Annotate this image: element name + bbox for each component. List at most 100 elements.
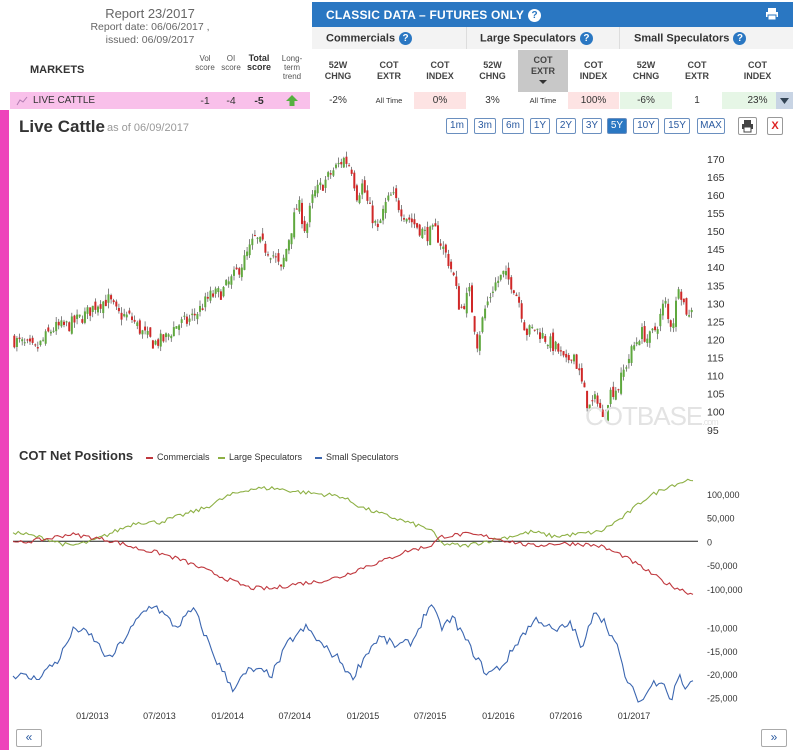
cot-lower-y-tick: -15,000 [707, 647, 738, 657]
column-header[interactable]: COT EXTR [518, 50, 568, 92]
candle-body [460, 306, 463, 308]
scroll-left-button[interactable]: « [16, 729, 42, 747]
candle-body [68, 322, 71, 332]
candle-body [502, 270, 505, 275]
candle-body [601, 409, 604, 417]
market-name[interactable]: LIVE CATTLE [33, 95, 96, 106]
candle-body [251, 238, 254, 246]
candle-body [29, 338, 31, 342]
cot-x-tick: 07/2016 [550, 711, 583, 721]
column-header-line2: EXTR [376, 71, 401, 81]
market-row[interactable] [10, 92, 310, 109]
column-header[interactable]: 52W CHNG [312, 50, 364, 92]
chart-close-button[interactable]: X [767, 117, 783, 135]
candle-body [146, 330, 149, 335]
caret-down-icon [780, 98, 789, 104]
candle-body [298, 199, 301, 212]
range-button-3y[interactable]: 3Y [582, 118, 602, 134]
range-button-5y[interactable]: 5Y [607, 118, 627, 134]
candle-body [591, 400, 594, 402]
column-header[interactable]: 52W CHNG [620, 50, 672, 92]
column-header[interactable]: COT INDEX [568, 50, 619, 92]
trend-header[interactable]: Long-term trend [281, 54, 303, 81]
candle-body [593, 394, 596, 399]
candle-body [353, 172, 356, 189]
column-header[interactable]: COT EXTR [364, 50, 414, 92]
column-header[interactable]: COT INDEX [722, 50, 793, 92]
cot-upper-y-tick: 0 [707, 537, 712, 547]
price-y-tick: 120 [707, 334, 725, 346]
range-button-1m[interactable]: 1m [446, 118, 468, 134]
range-button-15y[interactable]: 15Y [664, 118, 690, 134]
price-y-tick: 160 [707, 190, 725, 202]
candle-body [329, 173, 332, 175]
row-dropdown-button[interactable] [776, 92, 793, 109]
candle-body [287, 240, 290, 251]
range-button-3m[interactable]: 3m [474, 118, 496, 134]
range-button-10y[interactable]: 10Y [633, 118, 659, 134]
candle-body [429, 226, 432, 245]
candle-body [361, 183, 364, 195]
column-header[interactable]: COT EXTR [672, 50, 722, 92]
candle-body [625, 367, 628, 369]
cotbase-watermark: COTBASE.com [585, 401, 719, 431]
chart-mini-icon [16, 96, 28, 106]
total-score-header[interactable]: Total score [246, 53, 272, 72]
candle-body [167, 334, 170, 337]
candle-body [81, 319, 84, 323]
legend-swatch [218, 456, 225, 459]
candle-body [235, 267, 238, 270]
candle-body [172, 327, 175, 337]
candle-body [455, 276, 458, 286]
candle-body [374, 221, 377, 223]
legend-large-speculators[interactable]: Large Speculators [218, 452, 302, 462]
legend-small-speculators[interactable]: Small Speculators [315, 452, 399, 462]
candle-body [544, 336, 547, 342]
candle-body [583, 382, 586, 388]
row-cell: -2% [312, 92, 364, 109]
price-y-tick: 115 [707, 353, 724, 365]
candle-body [206, 296, 209, 299]
candle-body [170, 335, 173, 339]
help-icon[interactable]: ? [528, 9, 542, 23]
column-header[interactable]: COT INDEX [414, 50, 466, 92]
oi-score: -4 [226, 95, 236, 107]
chart-print-button[interactable] [738, 117, 757, 135]
candle-body [264, 243, 267, 253]
help-icon[interactable]: ? [399, 32, 413, 45]
candle-body [83, 311, 86, 323]
help-icon[interactable]: ? [733, 32, 747, 45]
candle-body [607, 405, 609, 421]
candle-body [159, 333, 162, 347]
candle-body [31, 337, 34, 343]
range-button-2y[interactable]: 2Y [556, 118, 576, 134]
range-button-max[interactable]: MAX [697, 118, 725, 134]
column-header-line1: 52W [328, 60, 348, 70]
oi-score-header[interactable]: OI score [221, 54, 241, 72]
help-icon[interactable]: ? [579, 32, 593, 45]
candle-body [439, 243, 442, 246]
candle-body [209, 290, 212, 301]
cot-x-tick: 07/2014 [279, 711, 312, 721]
group-commercials: Commercials? [312, 27, 467, 49]
candle-body [311, 194, 314, 203]
column-header[interactable]: 52W CHNG [467, 50, 518, 92]
range-button-6m[interactable]: 6m [502, 118, 524, 134]
vol-score-header[interactable]: Vol score [195, 54, 215, 72]
candle-body [400, 209, 403, 217]
cot-x-tick: 07/2015 [414, 711, 447, 721]
cot-lower-y-tick: -25,000 [707, 694, 738, 704]
candle-body [531, 326, 534, 328]
candle-body [596, 395, 599, 404]
print-icon[interactable] [765, 7, 779, 21]
candle-body [91, 305, 94, 313]
legend-commercials[interactable]: Commercials [146, 452, 210, 462]
scroll-right-button[interactable]: » [761, 729, 787, 747]
range-button-1y[interactable]: 1Y [530, 118, 550, 134]
row-cell: 100% [568, 92, 619, 109]
column-header-line1: 52W [483, 60, 502, 70]
candle-body [557, 343, 560, 352]
candle-body [382, 208, 385, 221]
candle-body [178, 325, 181, 330]
candle-body [473, 316, 476, 332]
